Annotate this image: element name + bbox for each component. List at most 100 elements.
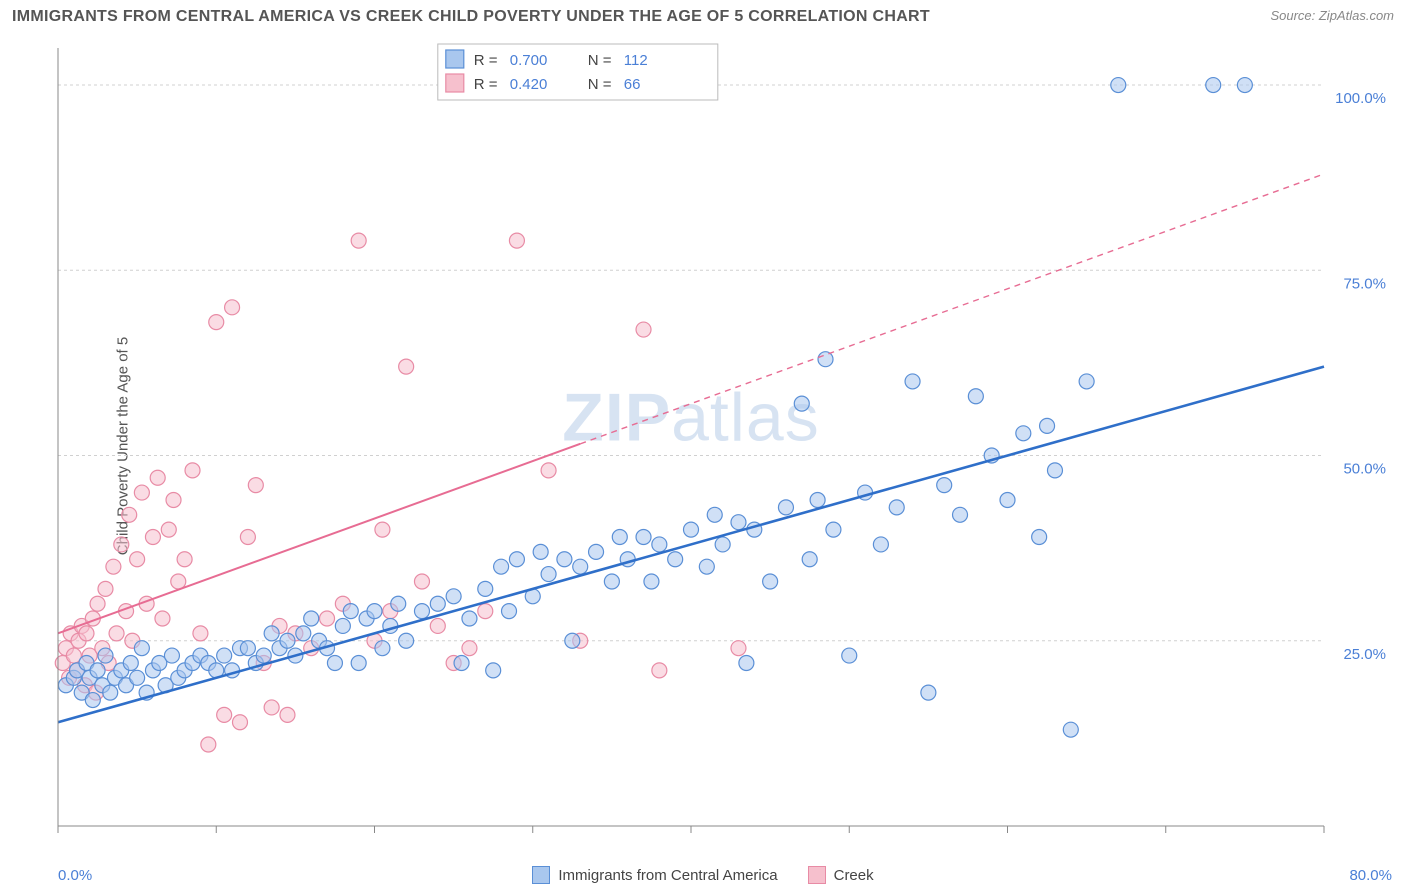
data-point — [296, 626, 311, 641]
data-point — [778, 500, 793, 515]
data-point — [826, 522, 841, 537]
data-point — [166, 492, 181, 507]
data-point — [494, 559, 509, 574]
data-point — [462, 641, 477, 656]
data-point — [109, 626, 124, 641]
data-point — [150, 470, 165, 485]
data-point — [478, 581, 493, 596]
legend-swatch-series-a — [532, 866, 550, 884]
data-point — [240, 530, 255, 545]
data-point — [414, 604, 429, 619]
data-point — [351, 655, 366, 670]
data-point — [810, 492, 825, 507]
scatter-chart: 25.0%50.0%75.0%100.0%ZIPatlasR =0.700N =… — [52, 42, 1394, 844]
legend-swatch — [446, 50, 464, 68]
data-point — [122, 507, 137, 522]
data-point — [968, 389, 983, 404]
data-point — [1032, 530, 1047, 545]
data-point — [1040, 418, 1055, 433]
data-point — [103, 685, 118, 700]
data-point — [636, 322, 651, 337]
data-point — [123, 655, 138, 670]
y-tick-label: 75.0% — [1343, 275, 1386, 292]
legend-swatch-series-b — [808, 866, 826, 884]
legend-label-series-b: Creek — [834, 867, 874, 884]
data-point — [921, 685, 936, 700]
data-point — [873, 537, 888, 552]
data-point — [164, 648, 179, 663]
data-point — [454, 655, 469, 670]
data-point — [533, 544, 548, 559]
data-point — [1000, 492, 1015, 507]
data-point — [114, 537, 129, 552]
data-point — [478, 604, 493, 619]
legend-n-label: N = — [588, 76, 612, 93]
data-point — [280, 707, 295, 722]
data-point — [209, 315, 224, 330]
data-point — [161, 522, 176, 537]
data-point — [304, 611, 319, 626]
legend-n-value: 112 — [624, 52, 648, 69]
data-point — [185, 463, 200, 478]
data-point — [502, 604, 517, 619]
data-point — [130, 670, 145, 685]
data-point — [256, 648, 271, 663]
data-point — [818, 352, 833, 367]
data-point — [573, 559, 588, 574]
legend-r-value: 0.420 — [510, 76, 548, 93]
data-point — [240, 641, 255, 656]
data-point — [1206, 78, 1221, 93]
data-point — [264, 700, 279, 715]
data-point — [98, 648, 113, 663]
data-point — [889, 500, 904, 515]
trend-line — [58, 444, 580, 633]
data-point — [90, 663, 105, 678]
data-point — [232, 715, 247, 730]
data-point — [612, 530, 627, 545]
data-point — [644, 574, 659, 589]
data-point — [739, 655, 754, 670]
data-point — [652, 663, 667, 678]
data-point — [565, 633, 580, 648]
data-point — [399, 633, 414, 648]
data-point — [541, 463, 556, 478]
data-point — [731, 515, 746, 530]
data-point — [430, 618, 445, 633]
data-point — [155, 611, 170, 626]
data-point — [731, 641, 746, 656]
data-point — [106, 559, 121, 574]
data-point — [652, 537, 667, 552]
data-point — [1047, 463, 1062, 478]
data-point — [130, 552, 145, 567]
data-point — [802, 552, 817, 567]
data-point — [351, 233, 366, 248]
data-point — [171, 574, 186, 589]
data-point — [90, 596, 105, 611]
data-point — [541, 567, 556, 582]
legend-swatch — [446, 74, 464, 92]
data-point — [335, 618, 350, 633]
legend-item-series-b: Creek — [808, 866, 874, 884]
data-point — [134, 641, 149, 656]
y-tick-label: 50.0% — [1343, 461, 1386, 478]
legend-label-series-a: Immigrants from Central America — [558, 867, 777, 884]
data-point — [763, 574, 778, 589]
data-point — [201, 737, 216, 752]
data-point — [264, 626, 279, 641]
data-point — [79, 626, 94, 641]
data-point — [399, 359, 414, 374]
data-point — [1016, 426, 1031, 441]
data-point — [486, 663, 501, 678]
data-point — [248, 478, 263, 493]
data-point — [668, 552, 683, 567]
data-point — [375, 522, 390, 537]
data-point — [509, 233, 524, 248]
data-point — [707, 507, 722, 522]
data-point — [414, 574, 429, 589]
data-point — [85, 693, 100, 708]
data-point — [177, 552, 192, 567]
data-point — [446, 589, 461, 604]
data-point — [937, 478, 952, 493]
data-point — [375, 641, 390, 656]
data-point — [953, 507, 968, 522]
